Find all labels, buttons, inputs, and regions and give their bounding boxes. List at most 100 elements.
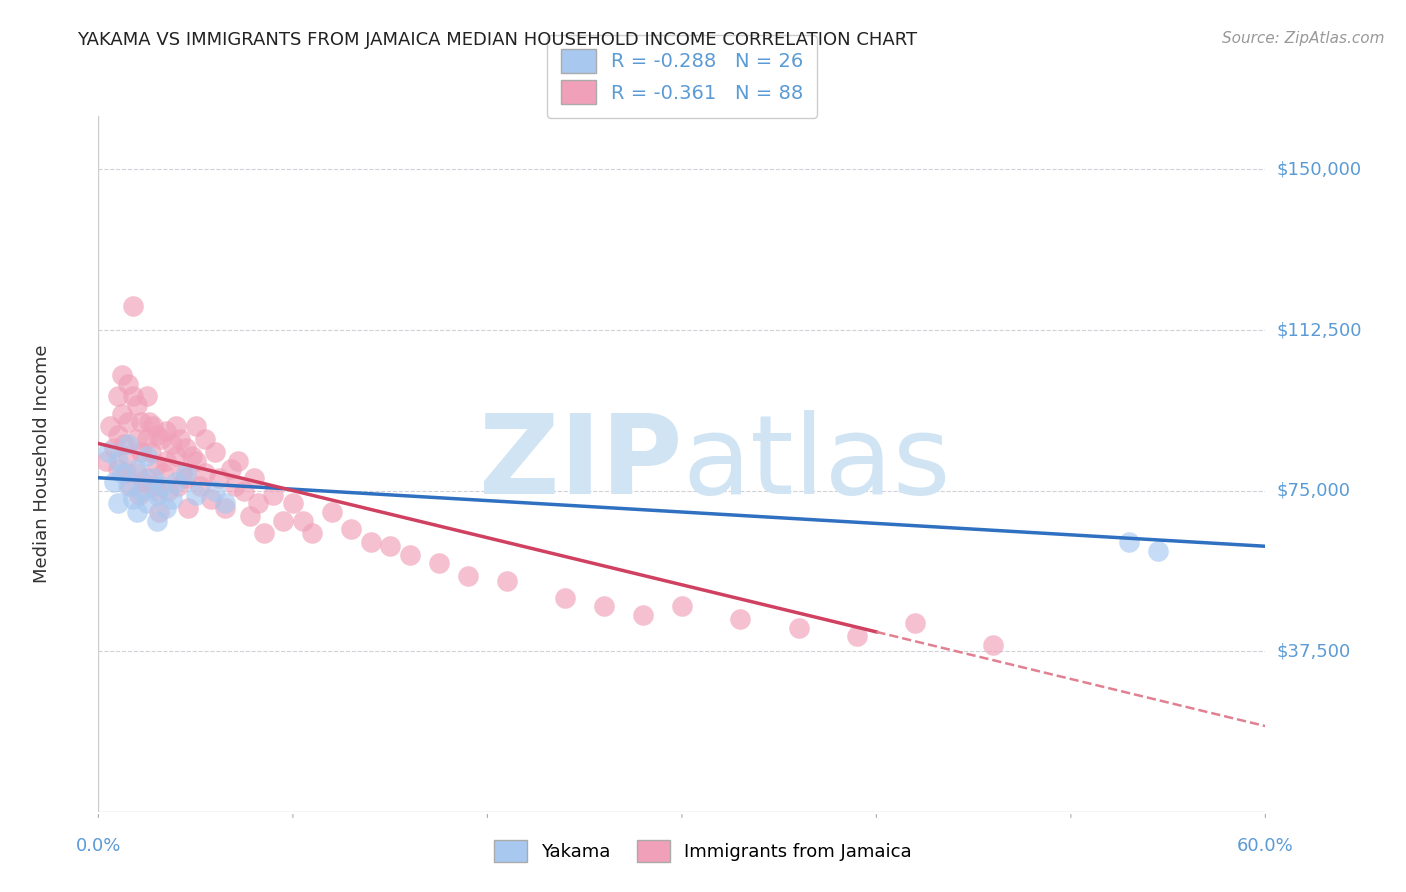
Point [127, 467, 149, 481]
Point [149, 432, 172, 446]
Point [157, 483, 180, 498]
Point [117, 436, 139, 450]
Point [671, 599, 693, 614]
Point [180, 450, 202, 464]
Point [188, 479, 211, 493]
Point [165, 450, 187, 464]
Point [111, 407, 134, 421]
Point [142, 471, 165, 485]
Point [208, 471, 231, 485]
Point [291, 514, 314, 528]
Point [127, 432, 149, 446]
Point [184, 488, 207, 502]
Point [169, 432, 191, 446]
Point [142, 479, 165, 493]
Point [846, 629, 869, 643]
Point [162, 492, 184, 507]
Point [200, 492, 222, 507]
Point [981, 638, 1004, 652]
Text: $112,500: $112,500 [1277, 321, 1362, 339]
Text: $75,000: $75,000 [1277, 482, 1351, 500]
Point [107, 389, 129, 403]
Text: 60.0%: 60.0% [1237, 837, 1294, 855]
Point [165, 419, 187, 434]
Point [117, 376, 139, 391]
Point [340, 522, 363, 536]
Point [146, 514, 169, 528]
Point [457, 569, 479, 583]
Point [146, 428, 169, 442]
Point [117, 479, 139, 493]
Point [253, 526, 276, 541]
Point [170, 467, 193, 481]
Point [142, 419, 165, 434]
Point [111, 368, 134, 382]
Point [224, 479, 246, 493]
Legend: Yakama, Immigrants from Jamaica: Yakama, Immigrants from Jamaica [486, 833, 920, 870]
Point [138, 415, 160, 429]
Legend: R = -0.288   N = 26, R = -0.361   N = 88: R = -0.288 N = 26, R = -0.361 N = 88 [547, 35, 817, 118]
Text: $150,000: $150,000 [1277, 161, 1361, 178]
Text: Source: ZipAtlas.com: Source: ZipAtlas.com [1222, 31, 1385, 46]
Point [146, 483, 169, 498]
Point [117, 450, 139, 464]
Point [155, 453, 177, 467]
Point [174, 471, 197, 485]
Point [97, 445, 120, 459]
Point [118, 479, 141, 493]
Point [631, 607, 654, 622]
Point [112, 436, 135, 450]
Point [174, 467, 197, 481]
Point [139, 445, 162, 459]
Point [136, 450, 159, 464]
Point [321, 505, 343, 519]
Text: ZIP: ZIP [478, 410, 682, 517]
Point [107, 428, 129, 442]
Point [114, 467, 136, 481]
Point [398, 548, 420, 562]
Point [174, 441, 197, 455]
Point [107, 462, 129, 476]
Point [149, 479, 172, 493]
Point [128, 488, 150, 502]
Point [167, 479, 190, 493]
Point [214, 500, 236, 515]
Point [162, 436, 184, 450]
Point [103, 475, 125, 489]
Point [380, 539, 402, 553]
Point [262, 488, 284, 502]
Point [204, 483, 226, 498]
Point [127, 462, 149, 476]
Point [136, 389, 159, 403]
Point [204, 445, 226, 459]
Point [184, 453, 207, 467]
Point [214, 496, 236, 510]
Point [136, 471, 159, 485]
Point [111, 467, 134, 481]
Point [194, 432, 217, 446]
Point [146, 488, 169, 502]
Point [228, 453, 250, 467]
Point [246, 496, 269, 510]
Point [96, 453, 118, 467]
Point [107, 496, 129, 510]
Point [136, 432, 159, 446]
Point [194, 467, 217, 481]
Point [554, 591, 576, 605]
Text: 0.0%: 0.0% [76, 837, 121, 855]
Point [155, 500, 177, 515]
Point [184, 419, 207, 434]
Point [136, 496, 159, 510]
Point [127, 398, 149, 412]
Point [127, 505, 149, 519]
Point [165, 475, 187, 489]
Point [239, 509, 262, 524]
Point [787, 621, 810, 635]
Point [233, 483, 256, 498]
Point [98, 419, 121, 434]
Point [107, 453, 129, 467]
Point [103, 441, 125, 455]
Point [122, 389, 145, 403]
Point [117, 415, 139, 429]
Point [129, 445, 152, 459]
